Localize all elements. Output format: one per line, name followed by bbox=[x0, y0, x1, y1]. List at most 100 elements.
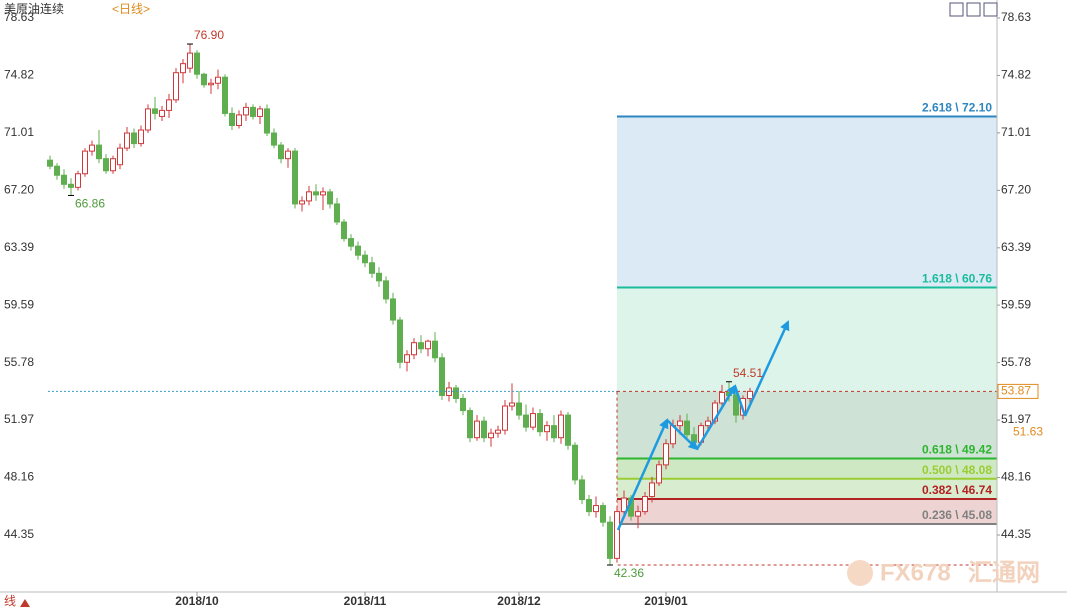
candle-body bbox=[439, 357, 445, 396]
toolbar-button[interactable] bbox=[983, 2, 998, 17]
candle-body bbox=[369, 262, 375, 274]
candle-body bbox=[306, 191, 312, 202]
candle-body bbox=[341, 221, 347, 240]
y-tick-label: 74.82 bbox=[4, 68, 34, 82]
candle-body bbox=[586, 499, 592, 513]
candle-body bbox=[656, 464, 662, 484]
candle-body bbox=[411, 342, 417, 356]
candle-body bbox=[355, 245, 361, 256]
watermark-logo bbox=[847, 560, 873, 586]
candle-body bbox=[320, 191, 326, 196]
candle-body bbox=[166, 99, 172, 111]
x-tick-label: 2019/01 bbox=[644, 594, 688, 608]
y-tick-label: 78.63 bbox=[4, 10, 34, 24]
candle-body bbox=[96, 144, 102, 160]
y-tick-label: 48.16 bbox=[4, 470, 34, 484]
candle-body bbox=[208, 82, 214, 86]
x-tick-label: 2018/12 bbox=[497, 594, 541, 608]
candle-body bbox=[117, 147, 123, 166]
candle-body bbox=[180, 63, 186, 74]
fib-zone bbox=[617, 116, 997, 288]
candle-body bbox=[194, 52, 200, 75]
fib-zones: 2.618 \ 72.10 1.618 \ 60.76 0.618 \ 49.42 0… bbox=[616, 101, 998, 566]
fib-label: 2.618 \ 72.10 bbox=[922, 101, 992, 115]
candle-body bbox=[285, 150, 291, 160]
candle-body bbox=[481, 420, 487, 439]
fib-zone bbox=[617, 478, 997, 499]
arrow bbox=[616, 418, 669, 531]
candle-body bbox=[159, 109, 165, 117]
y2-tick-label: 67.20 bbox=[1001, 183, 1031, 197]
candle-body bbox=[89, 144, 95, 152]
candle-body bbox=[138, 129, 144, 145]
candle-body bbox=[425, 340, 431, 350]
y2-tick-label: 74.82 bbox=[1001, 68, 1031, 82]
arrow bbox=[666, 419, 699, 451]
fib-label: 0.618 \ 49.42 bbox=[922, 443, 992, 457]
candle-body bbox=[705, 420, 711, 427]
candle-body bbox=[110, 158, 116, 172]
candle-body bbox=[264, 108, 270, 134]
y-tick-label: 51.97 bbox=[4, 412, 34, 426]
candle-body bbox=[187, 52, 193, 69]
candle-body bbox=[537, 413, 543, 433]
candle-body bbox=[250, 106, 256, 117]
candle-body bbox=[579, 479, 585, 501]
toolbar-button[interactable] bbox=[966, 2, 981, 17]
candle-body bbox=[383, 280, 389, 300]
candle-body bbox=[243, 106, 249, 116]
candle-body bbox=[397, 319, 403, 363]
candle-body bbox=[68, 183, 74, 188]
candle-body bbox=[509, 402, 515, 407]
y-tick-label: 59.59 bbox=[4, 297, 34, 311]
candle-body bbox=[453, 387, 459, 399]
candle-body bbox=[719, 391, 725, 404]
candle-body bbox=[691, 434, 697, 443]
candle-body bbox=[124, 132, 130, 149]
candle-body bbox=[82, 150, 88, 175]
candle-body bbox=[54, 165, 60, 176]
candle-body bbox=[334, 203, 340, 223]
y-tick-label: 71.01 bbox=[4, 125, 34, 139]
last-price-label: 53.87 bbox=[1001, 384, 1031, 398]
watermark: FX678 bbox=[880, 559, 951, 586]
y2-tick-label: 51.97 bbox=[1001, 412, 1031, 426]
y2-tick-label: 44.35 bbox=[1001, 527, 1031, 541]
fib-label: 0.382 \ 46.74 bbox=[922, 483, 992, 497]
candle-body bbox=[488, 432, 494, 439]
candle-body bbox=[642, 496, 648, 513]
candle-body bbox=[747, 390, 753, 399]
x-tick-label: 2018/10 bbox=[175, 594, 219, 608]
candle-body bbox=[684, 420, 690, 436]
candle-body bbox=[152, 108, 158, 114]
candle-body bbox=[432, 340, 438, 359]
y2-tick-label: 55.78 bbox=[1001, 355, 1031, 369]
y-tick-label: 67.20 bbox=[4, 183, 34, 197]
candle-body bbox=[390, 298, 396, 321]
candle-body bbox=[460, 397, 466, 412]
candle-body bbox=[145, 108, 151, 131]
candle-body bbox=[327, 191, 333, 205]
fib-label: 0.236 \ 45.08 bbox=[922, 508, 992, 522]
candle-body bbox=[530, 413, 536, 428]
candle-body bbox=[565, 414, 571, 446]
arrow bbox=[695, 384, 737, 450]
candle-body bbox=[47, 159, 53, 167]
candle-body bbox=[600, 505, 606, 523]
candle-body bbox=[222, 76, 228, 114]
candle-body bbox=[733, 394, 739, 416]
candle-body bbox=[551, 425, 557, 439]
candle-body bbox=[299, 200, 305, 205]
bottom-left-label: 线 bbox=[4, 594, 16, 608]
fib-label: 1.618 \ 60.76 bbox=[922, 272, 992, 286]
candle-body bbox=[61, 174, 67, 185]
y-tick-label: 44.35 bbox=[4, 527, 34, 541]
candle-body bbox=[663, 443, 669, 466]
candle-body bbox=[229, 112, 235, 126]
candle-body bbox=[292, 150, 298, 205]
candle-body bbox=[271, 132, 277, 146]
toolbar-button[interactable] bbox=[949, 2, 964, 17]
x-tick-label: 2018/11 bbox=[344, 594, 387, 608]
candle-body bbox=[544, 425, 550, 433]
